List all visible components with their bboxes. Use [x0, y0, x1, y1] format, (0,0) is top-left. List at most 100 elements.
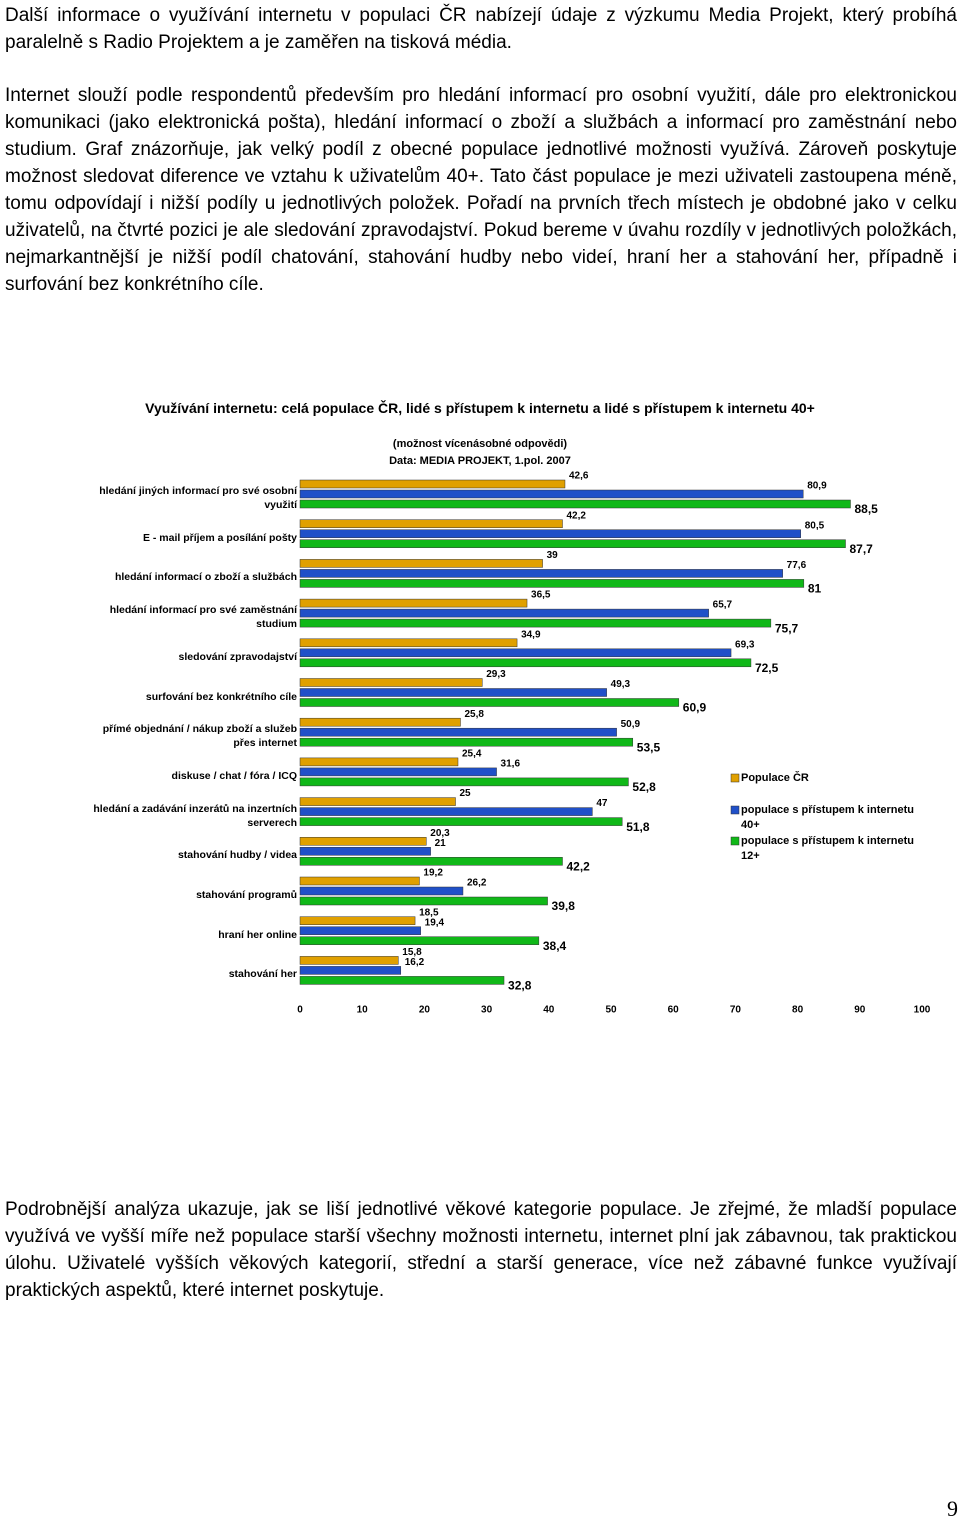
bar [299, 688, 607, 697]
bar [299, 817, 623, 826]
bar [299, 569, 783, 578]
data-label: 81 [808, 582, 822, 596]
bar [299, 698, 680, 707]
data-label: 87,7 [849, 542, 873, 556]
bar [299, 876, 420, 886]
bar [299, 559, 543, 568]
bar [299, 737, 634, 747]
legend-swatch [730, 773, 740, 783]
bar [299, 678, 483, 687]
bar [299, 648, 732, 658]
data-label: 21 [435, 838, 447, 849]
bar [299, 539, 846, 548]
category-label: hledání jiných informací pro své osobní … [99, 485, 297, 511]
data-label: 25 [460, 788, 472, 799]
bar [299, 916, 416, 925]
x-tick-label: 70 [730, 1005, 742, 1016]
bar [299, 757, 459, 767]
bar [299, 658, 752, 668]
category-label: stahování her [228, 968, 297, 981]
category-label: E - mail příjem a posílání pošty [142, 531, 297, 544]
x-tick-label: 60 [668, 1005, 680, 1016]
x-tick-label: 80 [792, 1005, 804, 1016]
data-label: 42,2 [566, 859, 590, 873]
data-label: 18,5 [419, 907, 439, 918]
bar [299, 976, 505, 985]
category-label: stahování hudby / videa [177, 849, 297, 862]
bar [299, 926, 421, 935]
bar [299, 479, 566, 489]
bar [299, 579, 805, 588]
data-label: 25,4 [462, 749, 482, 760]
category-label: hledání informací pro své zaměstnání stu… [109, 604, 297, 631]
data-label: 49,3 [611, 679, 631, 690]
bar [299, 936, 540, 945]
bar [299, 519, 563, 528]
bar [299, 966, 402, 975]
page-number: 9 [947, 1496, 958, 1521]
data-label: 20,3 [430, 828, 450, 839]
data-label: 34,9 [521, 629, 541, 640]
x-tick-label: 30 [481, 1005, 493, 1016]
paragraph: Internet slouží podle respondentů předev… [5, 85, 957, 295]
data-label: 16,2 [405, 957, 425, 968]
data-label: 80,5 [805, 520, 825, 531]
x-tick-label: 20 [419, 1005, 431, 1016]
bar [299, 489, 804, 499]
data-label: 69,3 [735, 639, 755, 650]
data-label: 53,5 [637, 740, 661, 754]
legend-swatch [730, 836, 740, 846]
x-tick-label: 40 [543, 1005, 555, 1016]
chart-subtitle: (možnost vícenásobné odpovědi) [392, 438, 568, 450]
category-label: diskuse / chat / fóra / ICQ [171, 769, 297, 782]
category-label: hledání informací o zboží a službách [114, 571, 297, 584]
bar [299, 777, 629, 787]
legend-label: populace s přístupem k internetu 40+ [741, 804, 914, 831]
data-label: 25,8 [464, 709, 484, 720]
category-label: stahování programů [196, 889, 297, 901]
x-tick-label: 10 [357, 1005, 369, 1016]
bar [299, 638, 518, 648]
data-label: 38,4 [543, 939, 567, 953]
paragraph: Podrobnější analýza ukazuje, jak se liší… [5, 1199, 957, 1301]
category-label: přímé objednání / nákup zboží a služeb p… [102, 723, 297, 750]
legend-label: populace s přístupem k internetu 12+ [741, 835, 914, 862]
data-label: 75,7 [775, 621, 799, 635]
chart-title: Využívání internetu: celá populace ČR, l… [145, 400, 815, 416]
data-label: 80,9 [807, 481, 827, 492]
data-label: 72,5 [755, 661, 779, 675]
data-label: 50,9 [621, 719, 641, 730]
bar [299, 598, 528, 608]
data-label: 39 [547, 550, 559, 561]
category-label: hledání a zadávání inzerátů na inzertníc… [93, 802, 297, 829]
bar [299, 896, 548, 906]
bar [299, 499, 851, 509]
data-label: 60,9 [683, 701, 707, 715]
bar [299, 529, 801, 538]
data-label: 26,2 [467, 878, 487, 889]
bar [299, 797, 456, 806]
data-label: 29,3 [486, 669, 506, 680]
bar [299, 847, 431, 856]
legend-label: Populace ČR [741, 772, 809, 784]
data-label: 19,2 [423, 868, 443, 879]
bar [299, 857, 563, 866]
x-tick-label: 50 [605, 1005, 617, 1016]
data-label: 51,8 [626, 820, 650, 834]
data-label: 65,7 [713, 600, 733, 611]
bar [299, 618, 772, 628]
category-label: hraní her online [218, 928, 297, 941]
bar [299, 807, 593, 816]
x-tick-label: 0 [297, 1005, 303, 1016]
legend-swatch [730, 805, 740, 815]
bar [299, 767, 497, 777]
bar [299, 717, 461, 727]
bar [299, 727, 617, 737]
data-label: 15,8 [402, 947, 422, 958]
category-label: sledování zpravodajství [178, 650, 297, 663]
data-label: 42,6 [569, 471, 589, 482]
data-label: 52,8 [632, 780, 656, 794]
bar [299, 608, 709, 618]
